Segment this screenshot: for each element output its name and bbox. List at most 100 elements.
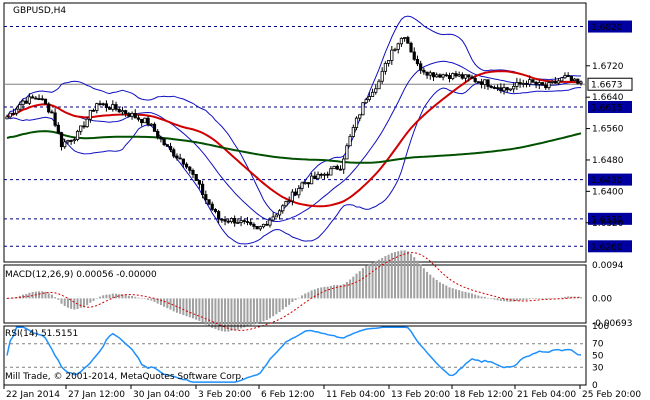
- candle-body: [399, 38, 404, 45]
- candle-body: [108, 107, 112, 110]
- macd-bar: [201, 298, 204, 323]
- candle-body: [342, 158, 346, 170]
- candle-body: [5, 116, 9, 120]
- candle-body: [528, 79, 532, 85]
- candle-body: [284, 201, 288, 207]
- candle-body: [348, 136, 352, 147]
- macd-bar: [57, 298, 60, 300]
- candle-body: [197, 180, 202, 185]
- macd-bar: [9, 297, 12, 299]
- candle-body: [88, 109, 92, 120]
- macd-bar: [368, 263, 371, 299]
- candle-body: [18, 104, 22, 110]
- rsi-axis-label: 70: [592, 340, 604, 350]
- candle-body: [236, 222, 240, 224]
- macd-bar: [198, 298, 201, 321]
- candle-body: [168, 145, 173, 151]
- candle-body: [191, 170, 195, 175]
- candle-body: [21, 100, 25, 106]
- candle-body: [351, 127, 355, 137]
- candle-body: [252, 223, 256, 227]
- x-tick-label: 11 Feb 04:00: [326, 390, 385, 400]
- rsi-axis-label: 30: [592, 363, 604, 373]
- price-panel: 1.6820 1.6615 1.6430 1.6330 1.6260 1.6673 1.67…: [3, 2, 633, 263]
- macd-axis-label: 0.00: [592, 294, 612, 304]
- y-tick-label: 1.6400: [592, 187, 624, 197]
- x-tick-label: 3 Feb 20:00: [198, 390, 252, 400]
- candle-body: [101, 103, 105, 106]
- candle-body: [370, 91, 375, 97]
- candle-body: [463, 74, 468, 79]
- candle-body: [435, 74, 439, 78]
- bollinger-middle: [6, 60, 581, 223]
- macd-bar: [227, 298, 230, 332]
- candle-body: [508, 88, 513, 91]
- macd-bar: [413, 257, 416, 299]
- candle-body: [544, 84, 548, 89]
- macd-bar: [243, 298, 246, 328]
- macd-bar: [131, 296, 134, 299]
- macd-bar: [41, 291, 44, 299]
- macd-bar: [166, 298, 169, 309]
- macd-bar: [118, 294, 121, 299]
- candle-body: [479, 81, 484, 85]
- macd-bar: [551, 298, 554, 299]
- level-tag: [588, 173, 632, 186]
- macd-bar: [66, 298, 69, 308]
- candle-body: [143, 117, 147, 124]
- macd-bar: [528, 298, 531, 300]
- candle-body: [473, 77, 477, 83]
- candle-body: [277, 210, 282, 216]
- macd-bar: [191, 298, 194, 319]
- bollinger-upper: [6, 15, 582, 214]
- panel-frame: [3, 325, 587, 386]
- macd-bar: [188, 298, 191, 318]
- rsi-title: RSI(14) 51.5151: [5, 329, 78, 339]
- candle-body: [165, 144, 169, 147]
- macd-bar: [313, 289, 316, 299]
- macd-bar: [326, 286, 329, 299]
- macd-bar: [563, 296, 566, 299]
- candle-body: [114, 104, 118, 110]
- macd-bar: [159, 298, 162, 306]
- macd-bar: [339, 285, 342, 299]
- candle-body: [338, 168, 343, 171]
- candle-body: [152, 123, 157, 132]
- rsi-axis-label: 50: [592, 352, 604, 362]
- macd-bar: [47, 293, 50, 299]
- current-price-label: 1.6673: [591, 81, 623, 91]
- macd-bar: [515, 298, 518, 301]
- macd-bar: [175, 298, 178, 313]
- candle-body: [31, 96, 35, 99]
- macd-bar: [400, 250, 403, 299]
- macd-bar: [371, 262, 374, 299]
- candle-body: [242, 220, 246, 222]
- macd-bar: [448, 287, 451, 299]
- macd-bar: [105, 294, 108, 299]
- macd-bar: [86, 298, 89, 306]
- macd-bar: [108, 294, 111, 299]
- macd-bar: [438, 282, 441, 299]
- candle-body: [454, 73, 458, 77]
- candle-body: [521, 82, 525, 85]
- candle-body: [66, 140, 70, 143]
- candle-body: [390, 49, 394, 61]
- macd-bar: [259, 298, 262, 323]
- candle-body: [377, 80, 381, 90]
- y-tick-label: 1.6720: [592, 62, 624, 72]
- macd-bar: [567, 296, 570, 299]
- macd-bar: [342, 284, 345, 299]
- candle-body: [56, 124, 60, 133]
- candle-body: [386, 60, 391, 64]
- macd-bar: [531, 298, 534, 299]
- macd-bar: [281, 298, 284, 310]
- level-label: 1.6615: [591, 103, 623, 113]
- macd-bar: [127, 295, 130, 299]
- candle-body: [268, 219, 272, 226]
- macd-bar: [115, 293, 118, 299]
- candle-body: [271, 216, 275, 221]
- macd-bar: [124, 294, 127, 299]
- candle-body: [124, 110, 128, 114]
- macd-bar: [153, 298, 156, 302]
